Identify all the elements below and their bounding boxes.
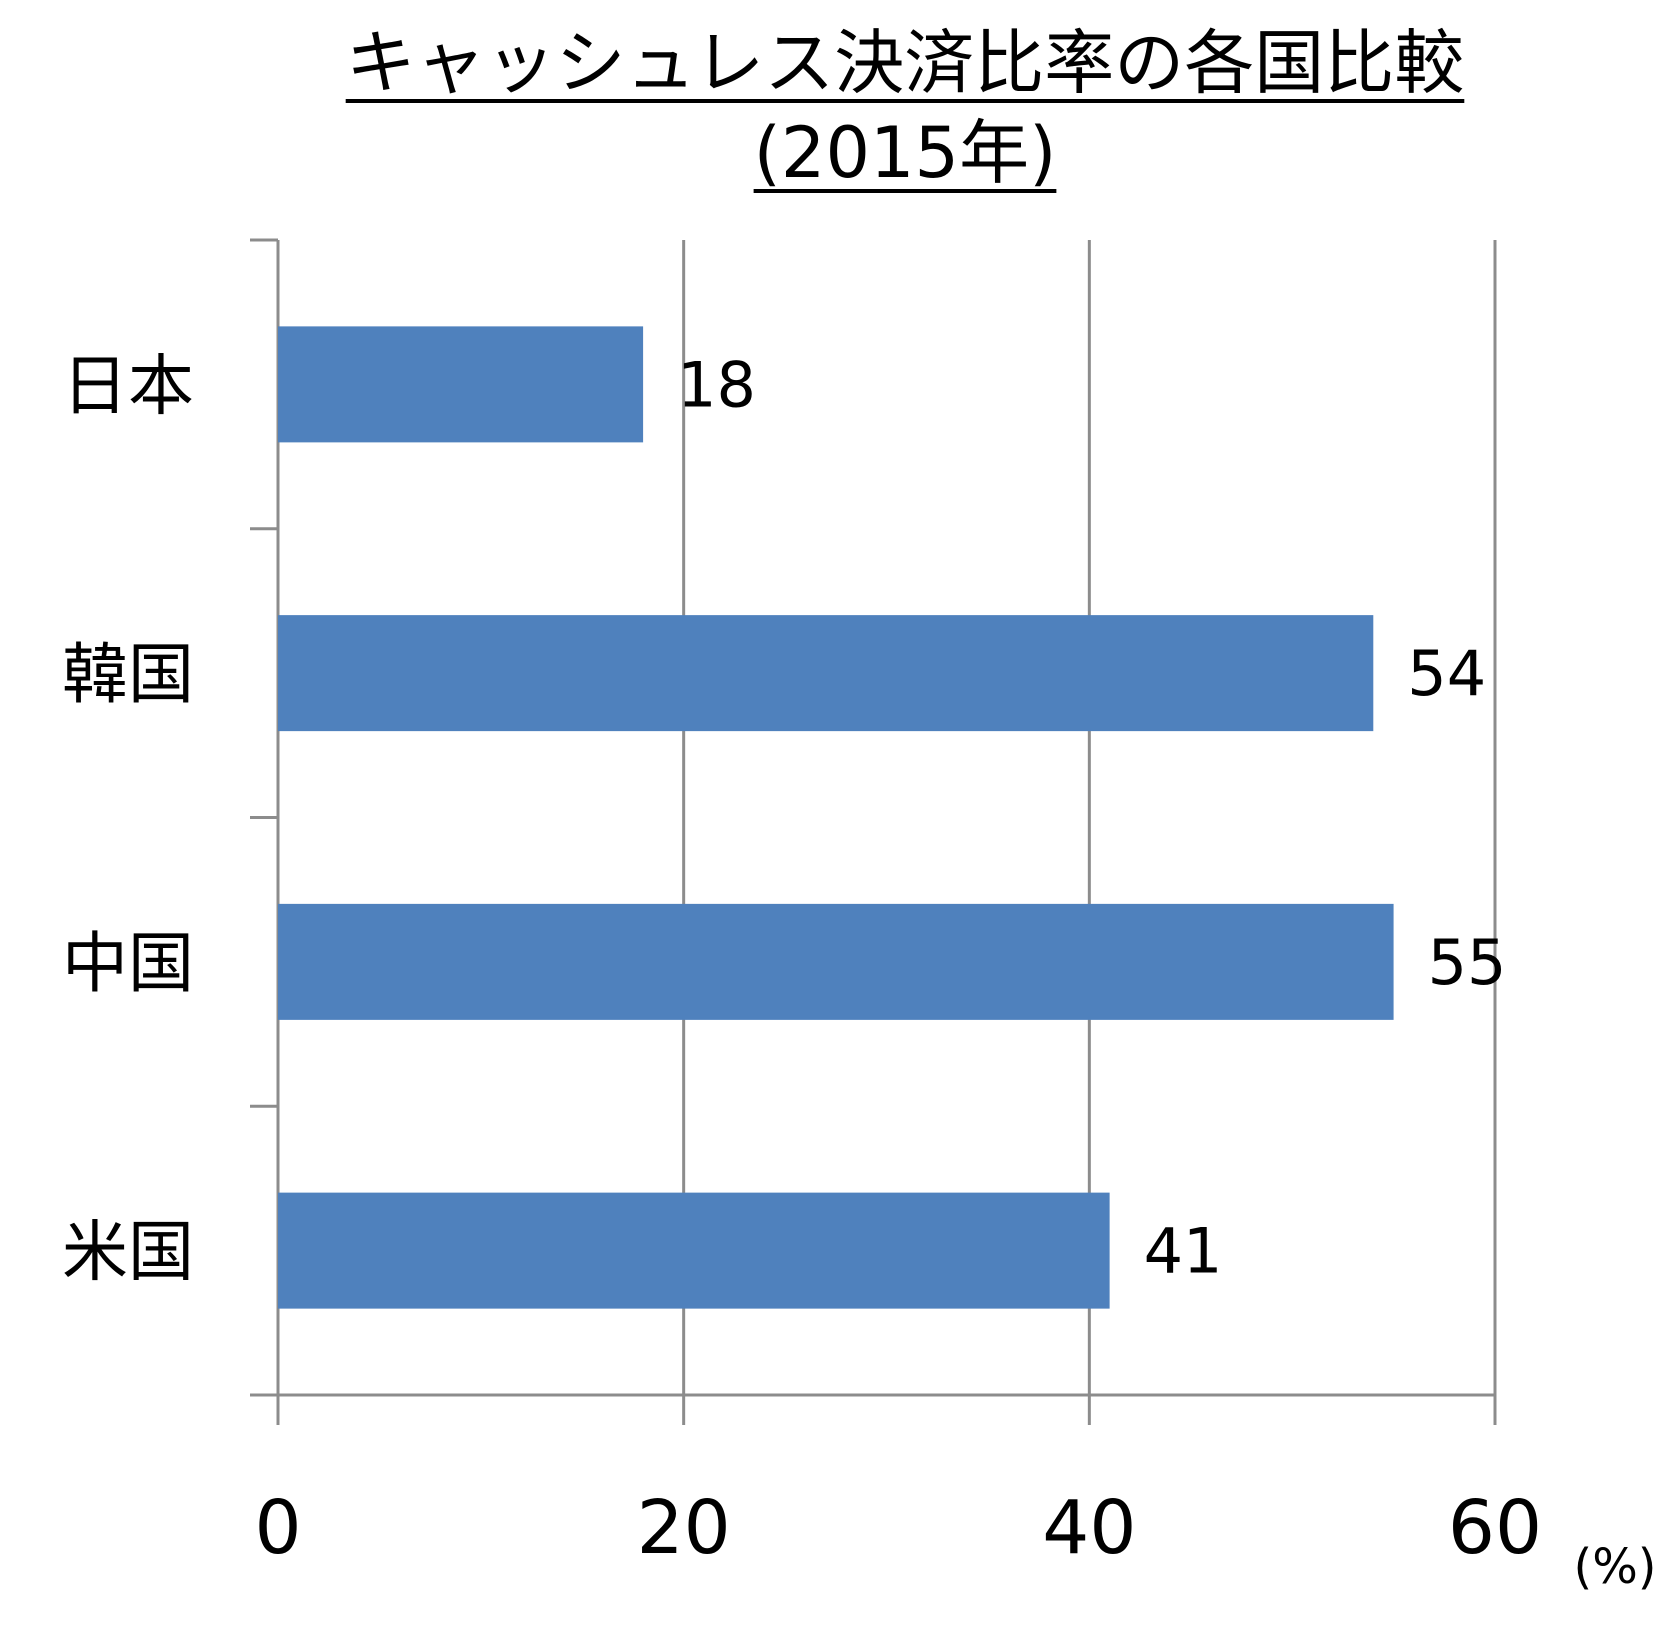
bar-1 [278, 615, 1374, 732]
x-tick-label-60: 60 [1448, 1485, 1542, 1571]
category-label-3: 米国 [62, 1214, 194, 1291]
x-tick-label-20: 20 [637, 1485, 731, 1571]
bar-0 [278, 326, 644, 443]
x-axis-unit-label: (%) [1573, 1539, 1656, 1595]
chart-subtitle: (2015年) [753, 112, 1057, 194]
bar-2 [278, 903, 1394, 1020]
category-label-0: 日本 [62, 347, 194, 424]
x-tick-label-40: 40 [1042, 1485, 1136, 1571]
chart-title: キャッシュレス決済比率の各国比較 [345, 22, 1465, 104]
category-label-2: 中国 [62, 925, 194, 1002]
bar-3 [278, 1192, 1110, 1309]
category-label-1: 韓国 [62, 636, 194, 713]
value-label-1: 54 [1407, 637, 1486, 710]
x-tick-label-0: 0 [254, 1485, 301, 1571]
value-label-3: 41 [1144, 1215, 1223, 1288]
value-label-0: 18 [677, 348, 756, 421]
value-label-2: 55 [1428, 926, 1507, 999]
